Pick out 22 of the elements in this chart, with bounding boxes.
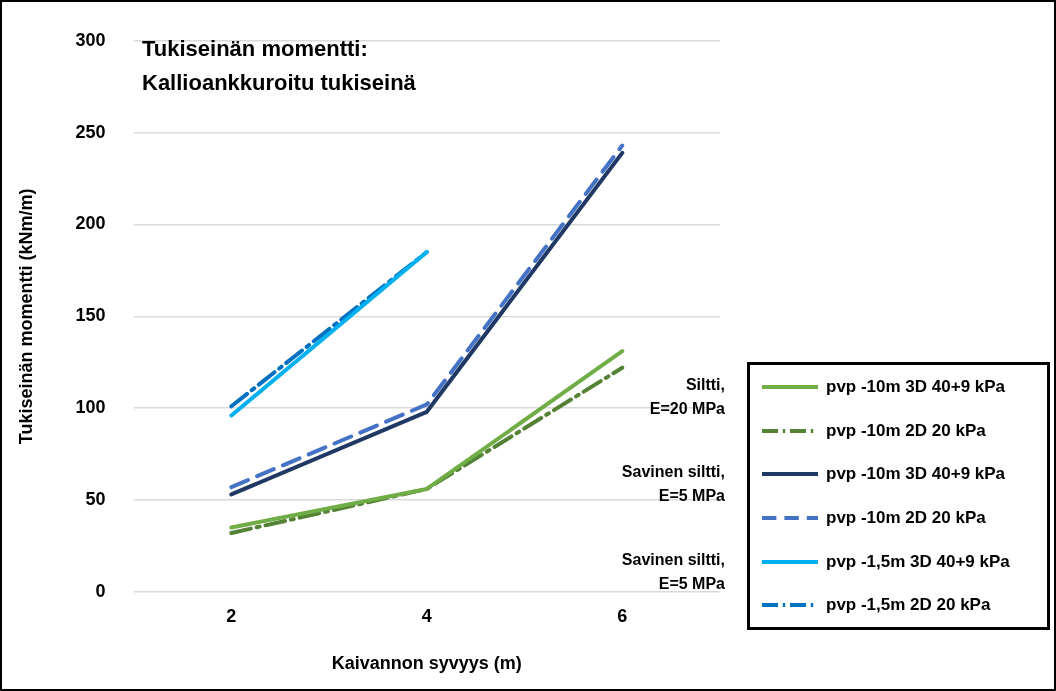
text: Tukiseinän momentti: Kallioankkuroitu tukiseinä bbox=[142, 35, 417, 97]
annotation: Savinen siltti, E=5 MPa bbox=[620, 462, 725, 507]
y-tick-label: 200 bbox=[75, 213, 106, 234]
y-tick-label: 100 bbox=[75, 397, 106, 418]
y-tick-label: 300 bbox=[75, 29, 106, 50]
annotation: Siltti, E=20 MPa bbox=[648, 375, 725, 419]
x-tick-label: 6 bbox=[617, 605, 628, 626]
y-tick-label: 50 bbox=[85, 488, 106, 509]
y-axis-title: Tukiseinän momentti (kNm/m) bbox=[15, 188, 36, 445]
legend-label: pvp -1,5m 3D 40+9 kPa bbox=[826, 551, 1010, 572]
y-tick-label: 150 bbox=[75, 305, 106, 326]
x-tick-label: 4 bbox=[421, 605, 432, 626]
annotation: Savinen siltti, E=5 MPa bbox=[620, 549, 725, 594]
y-tick-label: 250 bbox=[75, 121, 106, 142]
x-tick-label: 2 bbox=[226, 605, 237, 626]
legend-label: pvp -10m 2D 20 kPa bbox=[826, 507, 986, 528]
legend-label: pvp -1,5m 2D 20 kPa bbox=[826, 595, 991, 616]
legend-label: pvp -10m 3D 40+9 kPa bbox=[826, 376, 1006, 397]
y-tick-label: 0 bbox=[95, 580, 106, 601]
legend-label: pvp -10m 3D 40+9 kPa bbox=[826, 464, 1006, 485]
x-axis-title: Kaivannon syvyys (m) bbox=[331, 653, 522, 674]
legend-label: pvp -10m 2D 20 kPa bbox=[826, 420, 986, 441]
